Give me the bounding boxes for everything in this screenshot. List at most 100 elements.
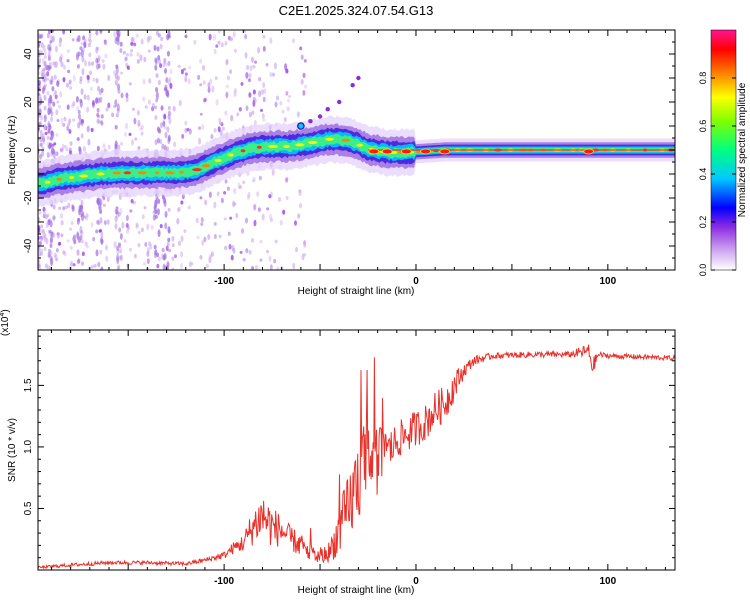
- spectrogram-noise-cell: [140, 227, 144, 233]
- spectrogram-panel: -100 0 100 -40 -20 0 20 40 Height of straight …: [7, 29, 676, 297]
- spectrogram-noise-cell: [125, 222, 129, 228]
- spectrogram-noise-cell: [131, 139, 135, 146]
- spectrogram-hotspot: [368, 148, 380, 155]
- spectrogram-noise-cell: [130, 198, 134, 204]
- spectrogram-noise-cell: [303, 244, 307, 248]
- spectrogram-noise-cell: [40, 142, 44, 148]
- spectrogram-noise-cell: [213, 201, 217, 209]
- spectrogram-noise-cell: [177, 44, 181, 51]
- spectrogram-noise-cell: [229, 69, 233, 75]
- colorbar-tick-label: 0.2: [698, 216, 708, 229]
- spectrogram-streak-cell: [95, 229, 99, 234]
- spectrogram-noise-cell: [146, 36, 150, 43]
- spectrogram-noise-cell: [248, 111, 252, 118]
- spectrogram-peak: [307, 140, 318, 144]
- spectrogram-streak-cell: [51, 86, 55, 92]
- spectrogram-noise-cell: [119, 142, 123, 146]
- spectrogram-streak-cell: [96, 107, 100, 113]
- spectrogram-streak-cell: [48, 108, 52, 114]
- spectrogram-noise-cell: [129, 52, 133, 57]
- spectrogram-noise-cell: [235, 212, 239, 219]
- spectrogram-noise-cell: [44, 66, 48, 71]
- spectrogram-noise-cell: [199, 83, 203, 87]
- spectrogram-streak-cell: [119, 48, 123, 54]
- spectrogram-streak-cell: [119, 41, 123, 47]
- spectrogram-noise-cell: [46, 90, 50, 96]
- spectrogram-noise-cell: [123, 131, 127, 137]
- spectrogram-noise-cell: [183, 229, 187, 233]
- spectrogram-noise-cell: [248, 92, 252, 98]
- chart-title: C2E1.2025.324.07.54.G13: [279, 3, 434, 18]
- spectrogram-noise-cell: [160, 36, 164, 42]
- spectrogram-noise-cell: [43, 113, 47, 119]
- spectrogram-noise-cell: [41, 87, 45, 94]
- spectrogram-noise-cell: [61, 143, 65, 151]
- spectrogram-noise-cell: [81, 251, 85, 257]
- spectrogram-noise-cell: [203, 98, 207, 103]
- spectrogram-noise-cell: [285, 68, 289, 74]
- spectrogram-streak-cell: [155, 193, 159, 201]
- spectrogram-streak-cell: [116, 245, 120, 251]
- spectrogram-noise-cell: [47, 252, 51, 257]
- spectrogram-noise-cell: [41, 228, 45, 234]
- spectrogram-noise-cell: [269, 264, 273, 270]
- spectrogram-noise-cell: [66, 82, 70, 88]
- spectrogram-noise-cell: [86, 106, 90, 113]
- spectrogram-noise-cell: [218, 121, 222, 125]
- spectrogram-noise-cell: [273, 62, 277, 70]
- spectrogram-noise-cell: [102, 63, 106, 70]
- spectrogram-streak-cell: [48, 218, 52, 224]
- spectrogram-noise-cell: [188, 128, 192, 135]
- spectrogram-noise-cell: [276, 266, 280, 270]
- spectrogram-noise-cell: [54, 94, 58, 100]
- spectrogram-noise-cell: [218, 118, 222, 122]
- spectrogram-noise-cell: [253, 219, 257, 227]
- spectrogram-streak-cell: [52, 215, 56, 220]
- spectrogram-noise-cell: [200, 222, 204, 226]
- spectrogram-noise-cell: [97, 114, 101, 119]
- spectrogram-streak-cell: [119, 232, 123, 240]
- spectrogram-noise-cell: [144, 241, 148, 248]
- spectrogram-noise-cell: [187, 78, 191, 85]
- spectrogram-peak: [112, 171, 121, 175]
- spectrogram-noise-cell: [160, 105, 164, 111]
- spectrogram-noise-cell: [298, 189, 302, 197]
- spectrogram-streak-cell: [167, 134, 171, 142]
- colorbar-gradient: [710, 29, 737, 271]
- spectrogram-noise-cell: [49, 40, 53, 44]
- spectrogram-noise-cell: [42, 85, 46, 91]
- spectrogram-streak-cell: [50, 75, 54, 83]
- spectrogram-streak-cell: [155, 30, 159, 36]
- spectrogram-noise-cell: [49, 34, 53, 42]
- spectrogram-xlabel: Height of straight line (km): [298, 286, 415, 297]
- spectrogram-streak-cell: [114, 141, 118, 148]
- spectrogram-streak-cell: [47, 248, 51, 254]
- spectrogram-noise-cell: [43, 60, 47, 67]
- spectrogram-noise-cell: [38, 106, 41, 112]
- spectrogram-noise-cell: [38, 245, 41, 253]
- spectrogram-noise-cell: [262, 96, 266, 103]
- spectrogram-peak: [341, 138, 350, 142]
- spectrogram-peak: [214, 158, 222, 162]
- spectrogram-noise-cell: [119, 248, 123, 254]
- spectrogram-noise-cell: [85, 216, 89, 221]
- spectrogram-streak-cell: [100, 114, 104, 119]
- spectrogram-streak-cell: [79, 225, 83, 234]
- spectrogram-streak-cell: [81, 56, 85, 63]
- spectrogram-streak-cell: [76, 231, 80, 240]
- spectrogram-noise-cell: [101, 59, 105, 63]
- spectrogram-noise-cell: [184, 120, 188, 126]
- spectrogram-noise-cell: [223, 191, 227, 195]
- spectrogram-noise-cell: [180, 235, 184, 243]
- y-tick-label: 20: [23, 96, 34, 108]
- spectrogram-noise-cell: [217, 40, 221, 45]
- spectrogram-noise-cell: [248, 78, 252, 83]
- spectrogram-noise-cell: [42, 137, 46, 145]
- spectrogram-noise-cell: [144, 105, 148, 109]
- spectrogram-x-axis: -100 0 100: [50, 30, 666, 287]
- spectrogram-noise-cell: [171, 243, 175, 248]
- spectrogram-noise-cell: [133, 117, 137, 125]
- spectrogram-noise-cell: [195, 217, 199, 224]
- spectrogram-noise-cell: [225, 91, 229, 99]
